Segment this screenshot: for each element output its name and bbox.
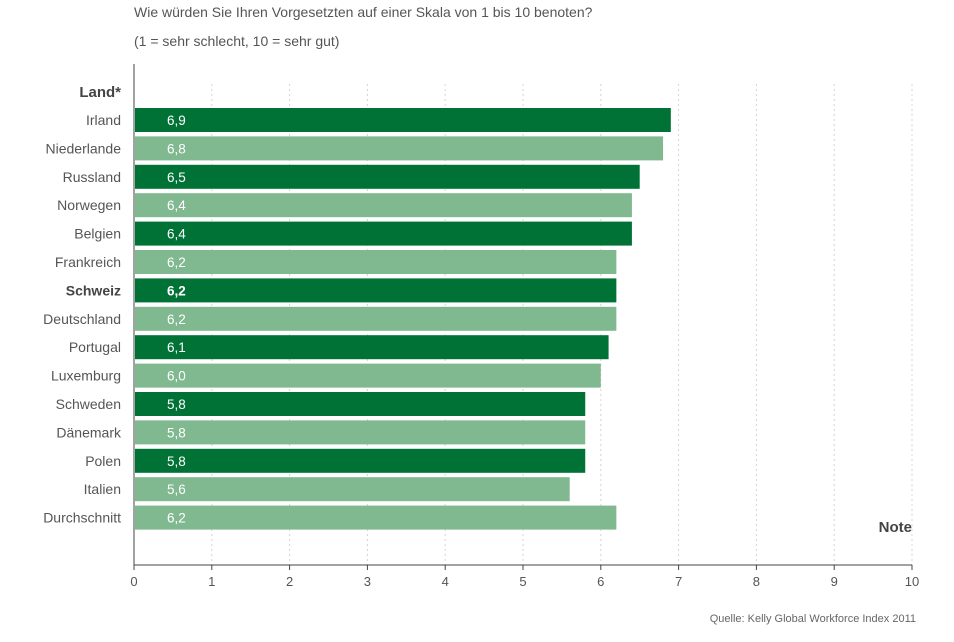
- category-label-polen: Polen: [85, 453, 121, 469]
- bar-value-label-italien: 5,6: [167, 482, 186, 497]
- bar-niederlande: [135, 136, 664, 161]
- bar-schweden: [135, 392, 586, 416]
- category-label-deutschland: Deutschland: [43, 311, 121, 327]
- bar-value-label-polen: 5,8: [167, 454, 186, 469]
- x-tick-label-2: 2: [286, 574, 293, 589]
- category-label-italien: Italien: [84, 481, 121, 497]
- x-tick-label-8: 8: [753, 574, 760, 589]
- chart-title: Wie würden Sie Ihren Vorgesetzten auf ei…: [134, 4, 593, 20]
- bar-value-label-schweden: 5,8: [167, 397, 186, 412]
- category-label-portugal: Portugal: [69, 339, 121, 355]
- x-tick-label-0: 0: [130, 574, 137, 589]
- x-axis-title: Note: [879, 519, 912, 536]
- bar-durchschnitt: [135, 505, 617, 530]
- axes: 0 1 2 3 4 5 6 7 8 9 10 Irland Niederlande Russland Nor…: [43, 64, 919, 589]
- bar-value-label-frankreich: 6,2: [167, 255, 186, 270]
- category-label-schweden: Schweden: [56, 396, 121, 412]
- x-tick-label-5: 5: [519, 574, 526, 589]
- bar-russland: [135, 164, 640, 189]
- bar-value-label-luxemburg: 6,0: [167, 369, 186, 384]
- bar-belgien: [135, 221, 632, 246]
- chart-subtitle: (1 = sehr schlecht, 10 = sehr gut): [134, 33, 339, 49]
- x-tick-label-1: 1: [208, 574, 215, 589]
- bar-value-label-dänemark: 5,8: [167, 425, 186, 440]
- category-label-schweiz: Schweiz: [66, 282, 121, 298]
- bar-deutschland: [135, 306, 617, 331]
- bar-value-label-norwegen: 6,4: [167, 198, 186, 213]
- x-tick-label-4: 4: [442, 574, 449, 589]
- x-tick-label-6: 6: [597, 574, 604, 589]
- bar-irland: [135, 108, 671, 132]
- bar-value-label-deutschland: 6,2: [167, 312, 186, 327]
- bar-value-label-schweiz: 6,2: [167, 283, 186, 298]
- y-axis-title: Land*: [79, 84, 121, 101]
- bar-value-label-portugal: 6,1: [167, 340, 186, 355]
- x-tick-label-3: 3: [364, 574, 371, 589]
- category-label-durchschnitt: Durchschnitt: [43, 510, 121, 526]
- bar-schweiz: [135, 278, 617, 303]
- category-label-niederlande: Niederlande: [46, 140, 122, 156]
- category-label-norwegen: Norwegen: [57, 197, 121, 213]
- category-label-russland: Russland: [63, 169, 121, 185]
- bar-luxemburg: [135, 363, 601, 388]
- category-label-luxemburg: Luxemburg: [51, 368, 121, 384]
- bar-norwegen: [135, 193, 632, 218]
- category-label-belgien: Belgien: [74, 226, 121, 242]
- x-tick-label-7: 7: [675, 574, 682, 589]
- bar-polen: [135, 448, 586, 473]
- category-label-irland: Irland: [86, 112, 121, 128]
- bar-dänemark: [135, 420, 586, 445]
- bar-frankreich: [135, 250, 617, 274]
- x-tick-label-9: 9: [831, 574, 838, 589]
- bars: 6,9 6,8 6,5 6,4 6,4 6,2 6,2 6,2 6,1 6,0 5,8 5,8 5,8 5…: [135, 108, 671, 530]
- category-label-frankreich: Frankreich: [55, 254, 121, 270]
- bar-value-label-belgien: 6,4: [167, 227, 186, 242]
- bar-italien: [135, 477, 570, 502]
- source-note: Quelle: Kelly Global Workforce Index 201…: [710, 613, 916, 625]
- bar-value-label-russland: 6,5: [167, 170, 186, 185]
- bar-portugal: [135, 335, 609, 360]
- x-tick-label-10: 10: [905, 574, 919, 589]
- category-label-dänemark: Dänemark: [56, 424, 122, 440]
- bar-value-label-irland: 6,9: [167, 113, 186, 128]
- bar-value-label-durchschnitt: 6,2: [167, 511, 186, 526]
- bar-value-label-niederlande: 6,8: [167, 141, 186, 156]
